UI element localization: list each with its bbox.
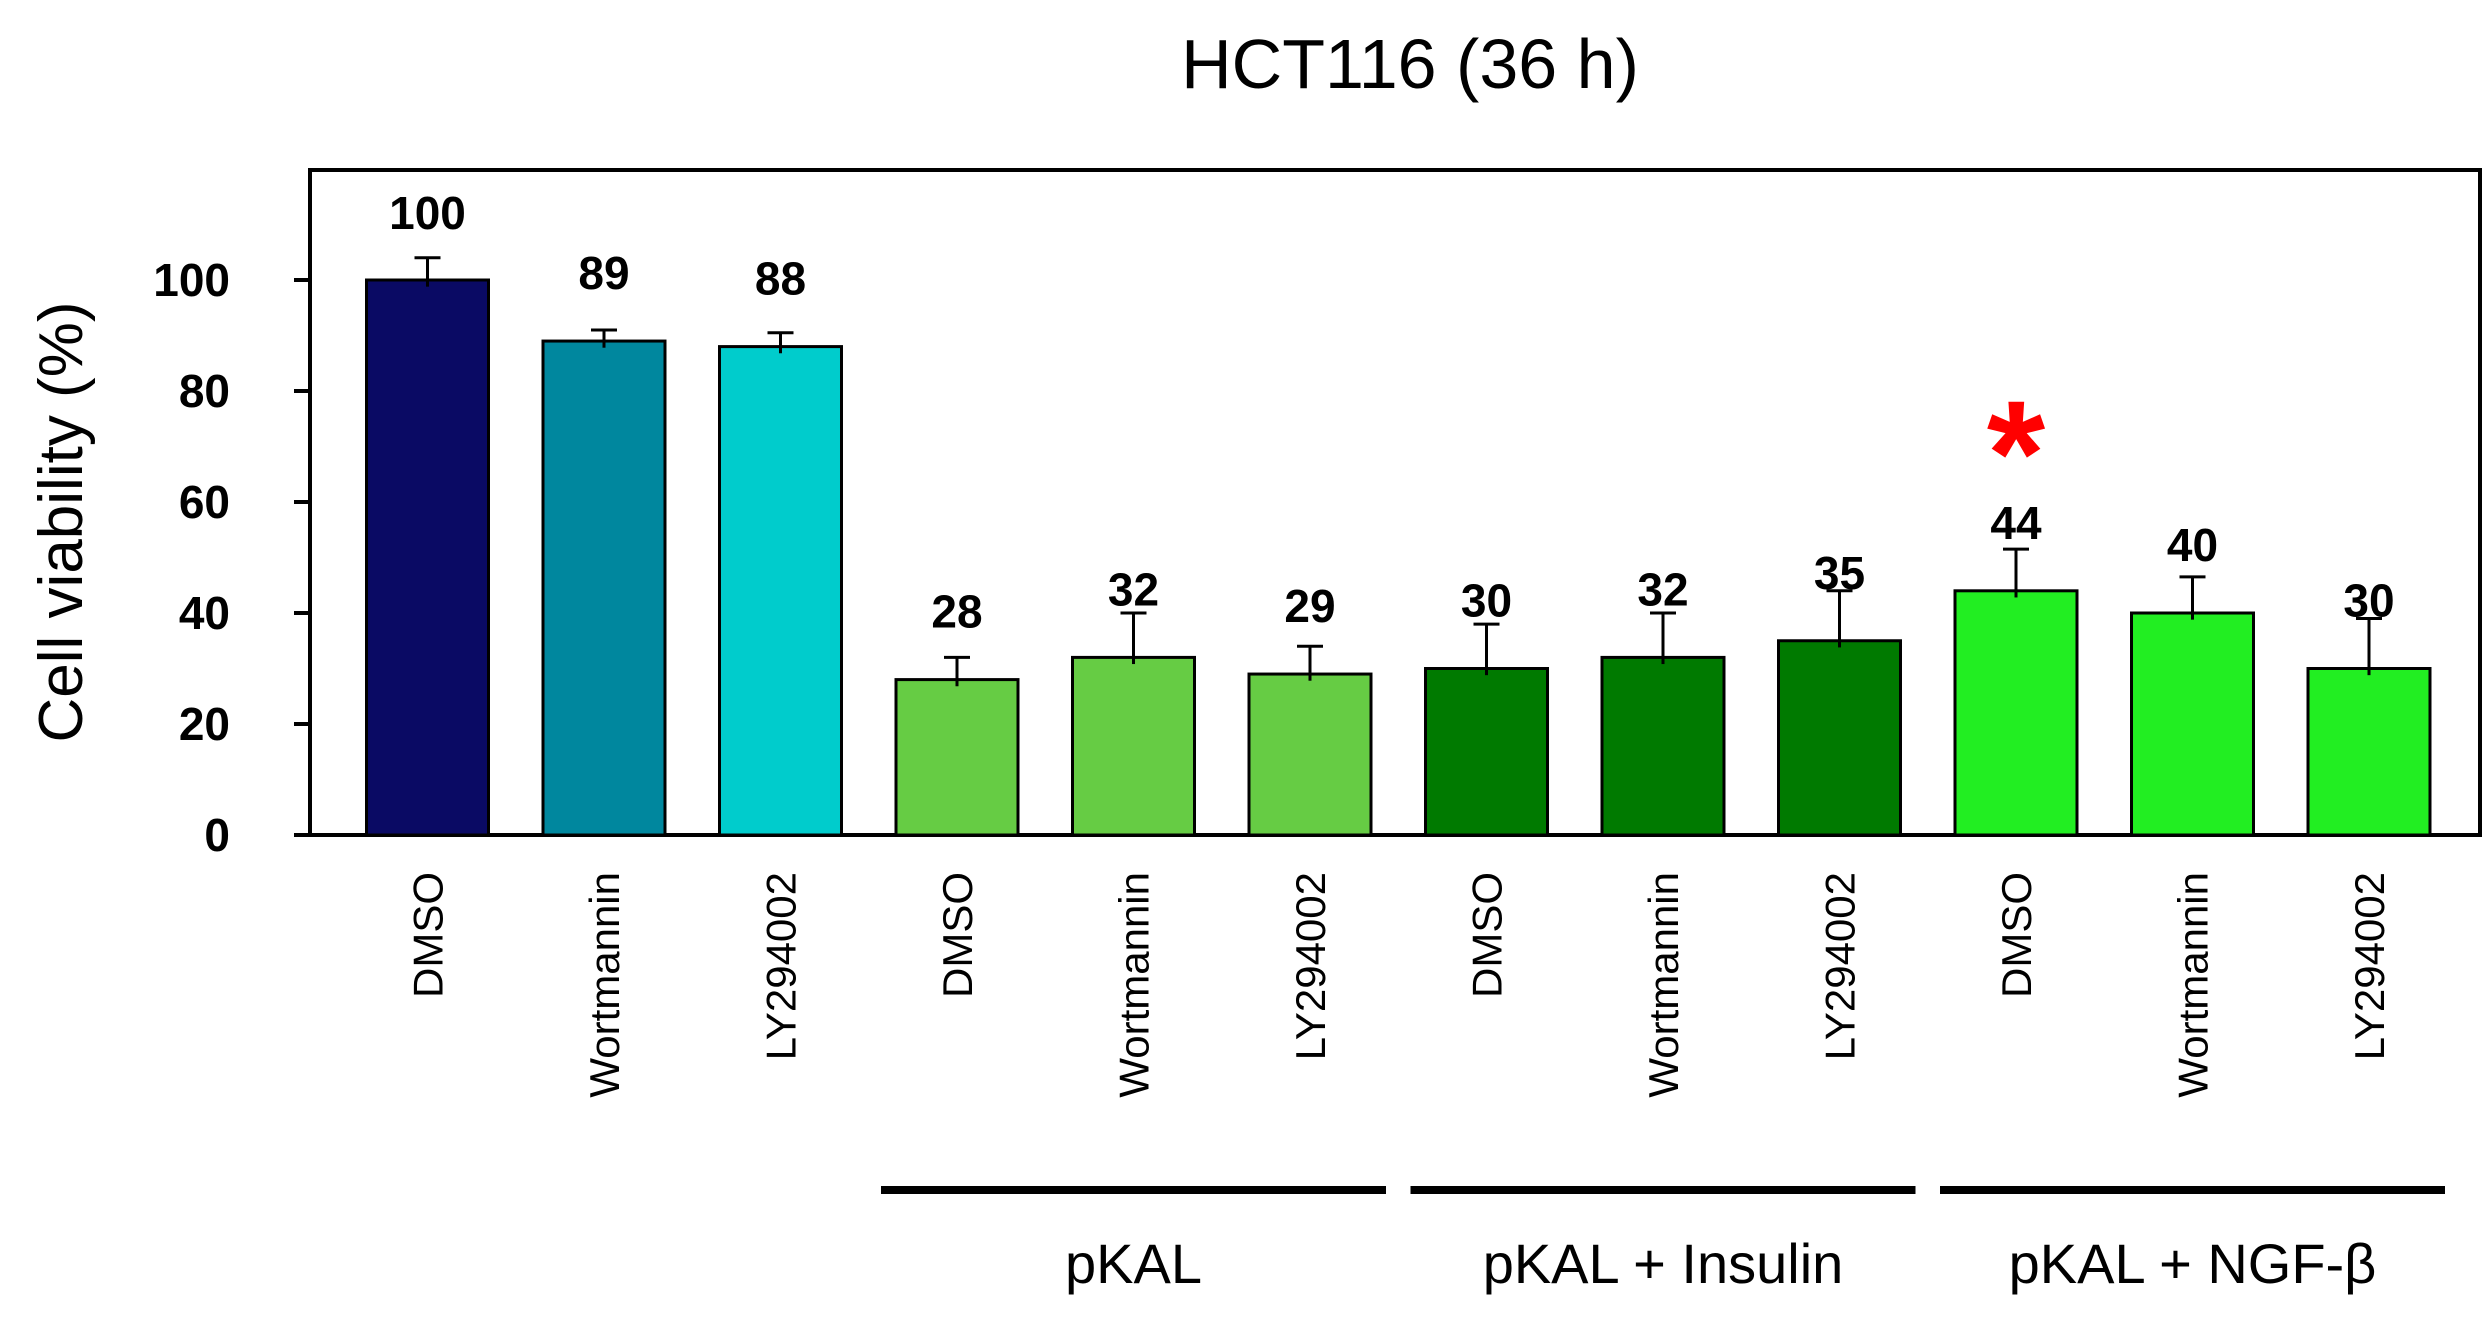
x-tick-label: DMSO: [1464, 872, 1511, 998]
data-label: 88: [755, 253, 806, 305]
significance-layer: *: [1987, 369, 2046, 537]
data-label: 32: [1637, 563, 1688, 615]
x-tick-label: Wortmannin: [1111, 872, 1158, 1098]
group-label: pKAL + Insulin: [1483, 1232, 1844, 1295]
bar: [1777, 639, 1902, 837]
bar: [1953, 589, 2079, 837]
bar: [1600, 655, 1726, 837]
bar: [1424, 667, 1549, 837]
x-tick-label: Wortmannin: [581, 872, 628, 1098]
data-label: 30: [1461, 575, 1512, 627]
y-axis-ticks: 0 20 40 60 80 100: [153, 254, 310, 861]
bar: [1247, 672, 1373, 837]
y-tick-label: 20: [179, 698, 230, 750]
data-label: 29: [1284, 580, 1335, 632]
data-label: 44: [1990, 497, 2042, 549]
x-tick-label: LY294002: [2346, 872, 2393, 1060]
x-tick-label: LY294002: [758, 872, 805, 1060]
chart-title: HCT116 (36 h): [1181, 25, 1639, 103]
bars-layer: [365, 278, 2432, 837]
data-label: 35: [1814, 547, 1865, 599]
y-tick-label: 100: [153, 254, 230, 306]
data-label: 28: [931, 586, 982, 638]
data-label: 89: [578, 247, 629, 299]
error-bars-layer: [414, 256, 2382, 687]
y-tick-label: 0: [204, 809, 230, 861]
group-labels-layer: pKAL pKAL + Insulin pKAL + NGF-β: [881, 1186, 2445, 1295]
x-tick-label: LY294002: [1287, 872, 1334, 1060]
bar: [718, 345, 843, 837]
bar: [1071, 655, 1196, 837]
data-label: 30: [2343, 575, 2394, 627]
bar: [2130, 611, 2255, 837]
y-axis-label: Cell viability (%): [27, 302, 96, 743]
x-tick-label: DMSO: [405, 872, 452, 998]
group-label: pKAL: [1065, 1232, 1202, 1295]
data-label: 40: [2167, 519, 2218, 571]
significance-asterisk: *: [1987, 369, 2046, 537]
data-labels-layer: 100 89 88 28 32 29 30 32 35 44 40 30: [389, 187, 2394, 638]
data-label: 100: [389, 187, 466, 239]
x-tick-label: Wortmannin: [2170, 872, 2217, 1098]
x-tick-label: DMSO: [934, 872, 981, 998]
y-tick-label: 60: [179, 476, 230, 528]
y-tick-label: 80: [179, 365, 230, 417]
bar: [365, 278, 490, 837]
x-tick-label: Wortmannin: [1640, 872, 1687, 1098]
x-tick-label: DMSO: [1993, 872, 2040, 998]
x-axis-labels-layer: DMSO Wortmannin LY294002 DMSO Wortmannin LY29…: [405, 872, 2394, 1098]
bar: [2306, 667, 2432, 837]
data-label: 32: [1108, 563, 1159, 615]
group-label: pKAL + NGF-β: [2009, 1232, 2377, 1295]
bar: [541, 339, 667, 837]
x-tick-label: LY294002: [1817, 872, 1864, 1060]
bar: [894, 678, 1020, 837]
y-tick-label: 40: [179, 587, 230, 639]
